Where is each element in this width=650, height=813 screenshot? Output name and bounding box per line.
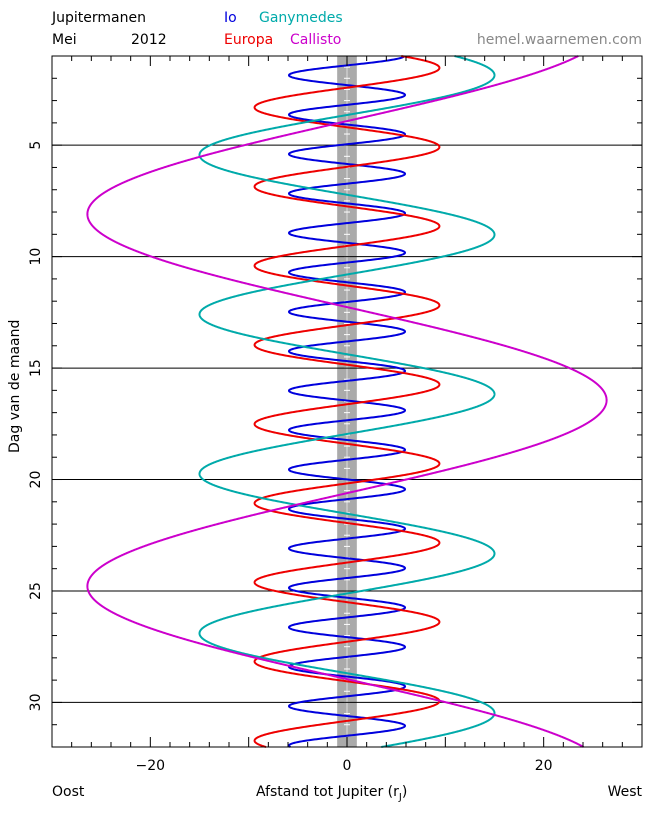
x-axis-label-text: Afstand tot Jupiter (r [256, 784, 399, 800]
x-tick-label: −20 [136, 758, 166, 774]
series-europa [253, 55, 441, 748]
y-tick-label: 5 [28, 141, 44, 150]
x-axis-label: Afstand tot Jupiter (rJ) [256, 784, 407, 806]
chart-title: Jupitermanen [52, 10, 146, 26]
east-label: Oost [52, 784, 85, 800]
series-callisto [86, 55, 608, 748]
x-axis-label-close: ) [401, 784, 408, 800]
x-tick-label: 0 [343, 758, 352, 774]
month-label: Mei [52, 32, 77, 48]
series-ganymedes [198, 55, 496, 748]
y-tick-label: 10 [28, 248, 44, 266]
series-io [287, 55, 407, 748]
x-axis-label-subscript: J [398, 791, 402, 803]
y-tick-label: 20 [28, 471, 44, 489]
legend-ganymedes: Ganymedes [259, 10, 343, 26]
west-label: West [607, 784, 642, 800]
legend-callisto: Callisto [290, 32, 342, 48]
y-tick-label: 15 [28, 359, 44, 377]
legend-io: Io [224, 10, 237, 26]
x-tick-label: 20 [535, 758, 553, 774]
website-label: hemel.waarnemen.com [476, 32, 642, 48]
y-tick-label: 25 [28, 582, 44, 600]
legend-europa: Europa [224, 32, 274, 48]
y-tick-label: 30 [28, 694, 44, 712]
year-label: 2012 [131, 32, 167, 48]
